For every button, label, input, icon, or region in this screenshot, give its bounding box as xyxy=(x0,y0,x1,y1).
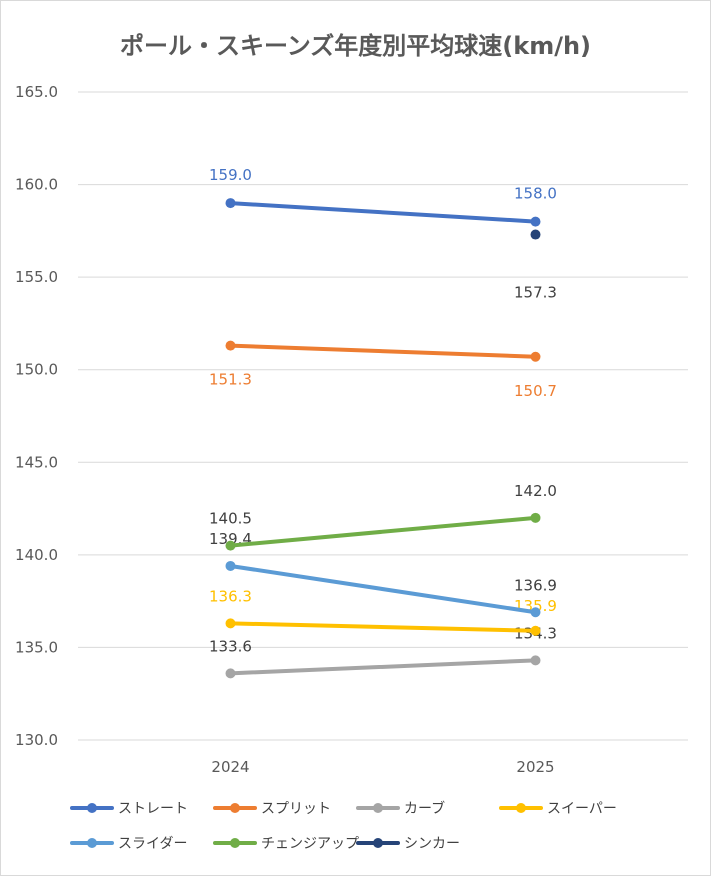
y-tick-label: 130.0 xyxy=(15,731,58,749)
legend-swatch-marker xyxy=(230,838,240,848)
data-point xyxy=(225,198,236,209)
legend-label: スプリット xyxy=(261,801,331,817)
y-tick-label: 165.0 xyxy=(15,83,58,101)
data-point xyxy=(530,625,541,636)
legend-label: ストレート xyxy=(118,801,188,817)
data-label: 157.3 xyxy=(514,284,557,302)
data-label: 133.6 xyxy=(209,637,252,655)
y-tick-label: 135.0 xyxy=(15,638,58,656)
series-line-5 xyxy=(228,515,538,548)
legend-swatch-marker xyxy=(516,803,526,813)
data-point xyxy=(530,607,541,618)
data-label: 150.7 xyxy=(514,382,557,400)
series-line-4 xyxy=(228,563,538,615)
data-label: 159.0 xyxy=(209,166,252,184)
data-point xyxy=(530,655,541,666)
x-tick-label: 2025 xyxy=(516,758,554,776)
legend-label: シンカー xyxy=(404,836,460,852)
legend-swatch-marker xyxy=(373,803,383,813)
legend-swatch-marker xyxy=(230,803,240,813)
data-label: 151.3 xyxy=(209,371,252,389)
data-point xyxy=(225,340,236,351)
data-point xyxy=(530,216,541,227)
legend-label: スライダー xyxy=(118,836,187,852)
data-label: 136.9 xyxy=(514,576,557,594)
legend-label: スイーパー xyxy=(547,801,617,817)
y-tick-label: 145.0 xyxy=(15,453,58,471)
series-line-0 xyxy=(228,201,538,224)
data-point xyxy=(225,540,236,551)
series-line-2 xyxy=(228,658,538,676)
legend-swatch-marker xyxy=(373,838,383,848)
legend-label: チェンジアップ xyxy=(261,836,359,852)
series-line-1 xyxy=(228,343,538,359)
series-line-3 xyxy=(228,621,538,633)
y-tick-label: 155.0 xyxy=(15,268,58,286)
y-tick-label: 150.0 xyxy=(15,361,58,379)
legend-swatch-marker xyxy=(87,803,97,813)
data-point xyxy=(225,618,236,629)
x-tick-label: 2024 xyxy=(211,758,249,776)
data-point xyxy=(225,560,236,571)
data-label: 158.0 xyxy=(514,185,557,203)
data-point xyxy=(530,351,541,362)
data-point xyxy=(225,668,236,679)
legend-swatch-marker xyxy=(87,838,97,848)
legend-label: カーブ xyxy=(404,800,445,817)
y-tick-label: 140.0 xyxy=(15,546,58,564)
data-label: 140.5 xyxy=(209,510,252,528)
data-point xyxy=(530,229,541,240)
chart-title: ポール・スキーンズ年度別平均球速(km/h) xyxy=(119,32,592,60)
y-tick-label: 160.0 xyxy=(15,176,58,194)
data-label: 142.0 xyxy=(514,482,557,500)
data-point xyxy=(530,512,541,523)
data-label: 136.3 xyxy=(209,587,252,605)
